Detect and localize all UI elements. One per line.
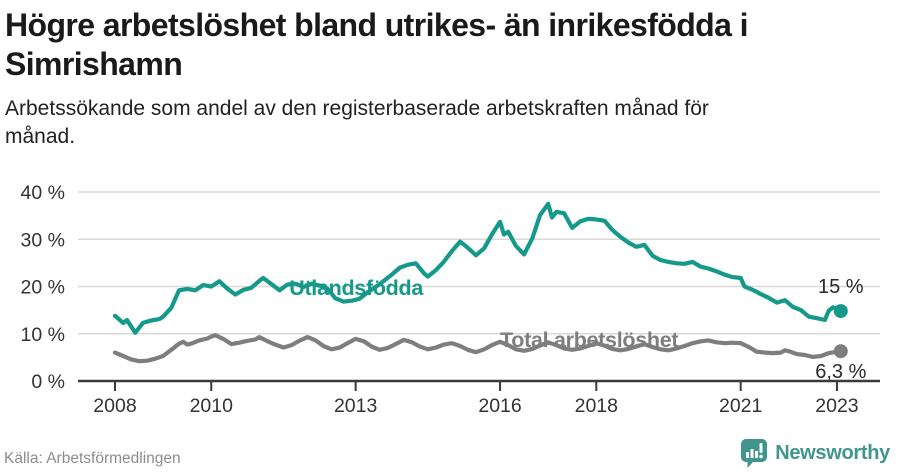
x-axis-tick-label: 2010 xyxy=(190,395,234,417)
newsworthy-icon xyxy=(741,439,768,468)
series-line xyxy=(112,201,843,335)
x-axis-tick-label: 2023 xyxy=(815,395,858,417)
x-axis-tick-label: 2013 xyxy=(334,395,377,417)
chart-title-line2: Simrishamn xyxy=(5,46,183,82)
source-label: Källa: Arbetsförmedlingen xyxy=(4,450,181,467)
series-name-label: Utlandsfödda xyxy=(289,276,424,300)
y-axis-tick-label: 0 % xyxy=(31,371,65,393)
x-axis-tick-label: 2016 xyxy=(478,395,521,417)
chart-title: Högre arbetslöshet bland utrikes- än inr… xyxy=(5,6,892,84)
chart-title-line1: Högre arbetslöshet bland utrikes- än inr… xyxy=(5,7,749,43)
newsworthy-wordmark: Newsworthy xyxy=(775,442,890,464)
chart-subtitle: Arbetssökande som andel av den registerb… xyxy=(5,95,892,151)
chart-subtitle-line1: Arbetssökande som andel av den registerb… xyxy=(5,97,709,120)
series-name-label: Total arbetslöshet xyxy=(500,328,678,352)
chart-subtitle-line2: månad. xyxy=(5,125,76,148)
y-axis-tick-label: 20 % xyxy=(21,277,65,299)
y-axis-tick-label: 30 % xyxy=(21,229,65,251)
x-axis-tick-label: 2021 xyxy=(719,395,762,417)
series-line xyxy=(112,333,843,364)
series-end-dot xyxy=(833,304,848,319)
x-axis-tick-label: 2008 xyxy=(93,395,136,417)
series-end-value-label: 6,3 % xyxy=(815,361,866,383)
y-axis-tick-label: 40 % xyxy=(21,182,65,204)
y-axis-tick-label: 10 % xyxy=(21,324,65,346)
x-axis-tick-label: 2018 xyxy=(575,395,618,417)
newsworthy-logo: Newsworthy xyxy=(740,438,890,469)
series-end-value-label: 15 % xyxy=(818,276,864,298)
series-end-dot xyxy=(833,344,848,359)
